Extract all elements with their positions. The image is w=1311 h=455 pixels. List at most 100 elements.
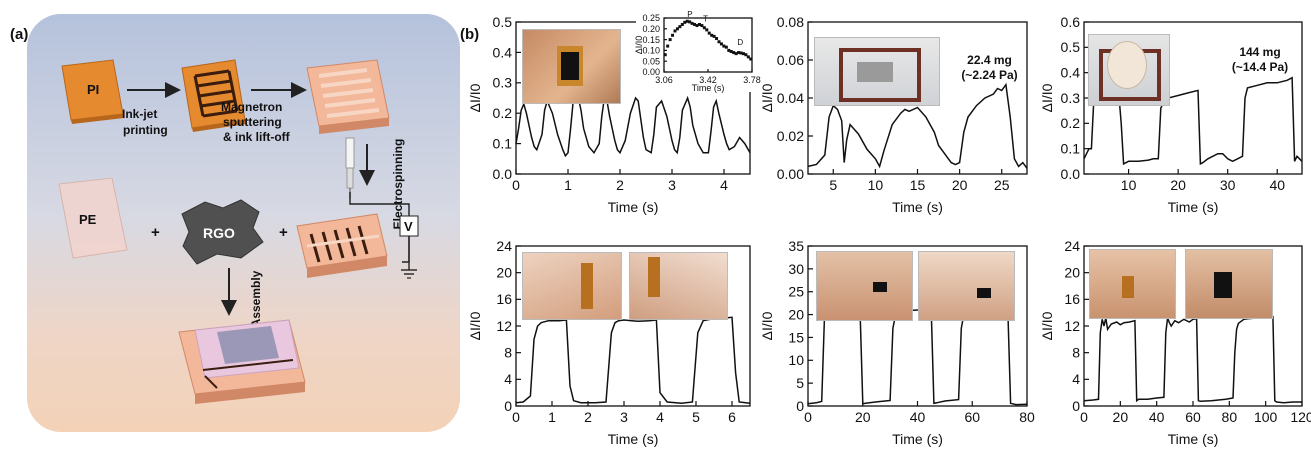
photo-wrist-straight [522, 252, 622, 320]
y-tick-label: 0.00 [642, 67, 660, 77]
y-axis-label: ΔI/I0 [467, 83, 483, 112]
x-tick-label: 20 [1113, 409, 1129, 425]
x-tick-label: 3.42 [699, 75, 717, 85]
x-tick-label: 20 [1170, 177, 1186, 193]
data-point [727, 48, 731, 52]
y-tick-label: 24 [496, 238, 512, 254]
y-tick-label: 35 [788, 238, 804, 254]
data-point [700, 24, 704, 28]
pi-substrate: PI [61, 59, 124, 124]
rgo-flake: RGO [181, 199, 264, 265]
x-tick-label: 10 [868, 177, 884, 193]
data-point [702, 26, 706, 30]
data-point [719, 42, 723, 46]
y-tick-label: 8 [1072, 345, 1080, 361]
x-tick-label: 5 [829, 177, 837, 193]
data-point [707, 31, 711, 35]
chart-svg: 3.06 3.42 3.78 0.000.050.100.150.200.25 Time… [634, 10, 761, 93]
y-tick-label: 0.1 [493, 136, 513, 152]
y-tick-label: 24 [1064, 238, 1080, 254]
photo-wrist-bent [629, 252, 728, 320]
x-tick-label: 3.78 [743, 75, 761, 85]
photo-finger-bent [918, 251, 1015, 321]
data-point [680, 22, 684, 26]
y-tick-label: 16 [496, 291, 512, 307]
data-point [739, 51, 743, 55]
series-line [807, 82, 1028, 169]
sputtered-electrode [306, 59, 390, 134]
y-tick-label: 4 [1072, 371, 1080, 387]
y-tick-label: 10 [788, 352, 804, 368]
y-tick-label: 0.02 [777, 128, 804, 144]
y-tick-label: 0 [1072, 398, 1080, 414]
y-axis-label: ΔI/I0 [759, 311, 775, 340]
y-tick-label: 0.00 [777, 166, 804, 182]
data-point [663, 53, 667, 57]
data-point [746, 55, 750, 59]
y-tick-label: 0.04 [777, 90, 804, 106]
data-point [673, 29, 677, 33]
pe-label: PE [79, 212, 97, 227]
fabrication-schematic: PI Ink-jet printing Magnetron sputtering & … [27, 14, 460, 432]
x-axis-label: Time (s) [892, 431, 943, 447]
x-tick-label: 0 [512, 177, 520, 193]
x-tick-label: 2 [584, 409, 592, 425]
step3-label: Electrospinning [391, 139, 405, 230]
y-tick-label: 0.0 [1061, 166, 1081, 182]
series-line [807, 307, 1028, 406]
data-point [678, 25, 682, 29]
x-tick-label: 0 [804, 409, 812, 425]
data-point [715, 37, 719, 41]
x-axis-label: Time (s) [608, 431, 659, 447]
ground-icon [401, 269, 417, 279]
x-tick-label: 80 [1019, 409, 1035, 425]
x-tick-label: 60 [1185, 409, 1201, 425]
y-tick-label: 0.3 [493, 75, 513, 91]
y-axis-label: ΔI/I0 [759, 83, 775, 112]
y-axis-label: ΔI/I0 [467, 311, 483, 340]
point-annotation: T [703, 14, 708, 23]
data-point [693, 22, 697, 26]
x-tick-label: 20 [952, 177, 968, 193]
y-tick-label: 16 [1064, 291, 1080, 307]
series-line [515, 316, 751, 405]
x-axis-label: Time (s) [608, 199, 659, 215]
data-point [732, 51, 736, 55]
y-tick-label: 0 [504, 398, 512, 414]
y-tick-label: 12 [496, 318, 512, 334]
y-tick-label: 15 [788, 329, 804, 345]
y-tick-label: 0.20 [642, 24, 660, 34]
data-point [705, 28, 709, 32]
data-point [671, 33, 675, 37]
voltmeter [399, 215, 419, 237]
voltmeter-label: V [404, 219, 413, 234]
data-point [668, 38, 672, 42]
point-annotation: D [737, 38, 743, 47]
y-axis-label: ΔI/I0 [1039, 311, 1055, 340]
x-tick-label: 25 [994, 177, 1010, 193]
data-point [749, 57, 753, 61]
photo-finger-straight [816, 251, 913, 321]
x-tick-label: 1 [548, 409, 556, 425]
syringe [345, 137, 355, 199]
x-tick-label: 2 [616, 177, 624, 193]
y-tick-label: 0.1 [1061, 141, 1081, 157]
data-point [695, 24, 699, 28]
x-tick-label: 6 [728, 409, 736, 425]
data-point [685, 19, 689, 23]
chart-svg: 5 10 15 20 25 0.00 0.02 0.04 0.06 0.08 Time (s) ΔI/… [759, 14, 1028, 215]
y-tick-label: 20 [496, 265, 512, 281]
x-tick-label: 1 [564, 177, 572, 193]
photo-film-sensor-144mg [1088, 34, 1170, 106]
data-point [688, 20, 692, 24]
y-tick-label: 0.0 [493, 166, 513, 182]
y-tick-label: 0.3 [1061, 90, 1081, 106]
assembly-label: Assembly [249, 270, 263, 327]
chart-svg: 10 20 30 40 0.0 0.1 0.2 0.3 0.4 0.5 0.6 Time (s) ΔI/… [1039, 14, 1303, 215]
data-point [712, 34, 716, 38]
x-axis-label: Time (s) [1168, 431, 1219, 447]
circuit-wire [349, 192, 410, 216]
x-axis-label: Time (s) [892, 199, 943, 215]
x-tick-label: 40 [1149, 409, 1165, 425]
y-tick-label: 0.08 [777, 14, 804, 30]
